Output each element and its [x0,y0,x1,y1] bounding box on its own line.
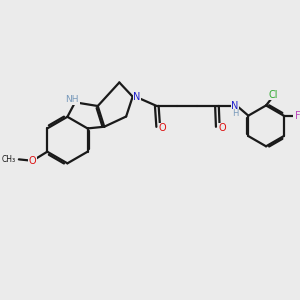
Text: F: F [295,111,300,121]
Text: N: N [231,101,238,111]
Text: O: O [159,123,166,133]
Text: Cl: Cl [269,90,278,100]
Text: CH₃: CH₃ [2,155,16,164]
Text: H: H [232,110,239,118]
Text: O: O [29,156,36,166]
Text: NH: NH [65,95,79,104]
Text: O: O [218,123,226,133]
Text: N: N [133,92,141,102]
